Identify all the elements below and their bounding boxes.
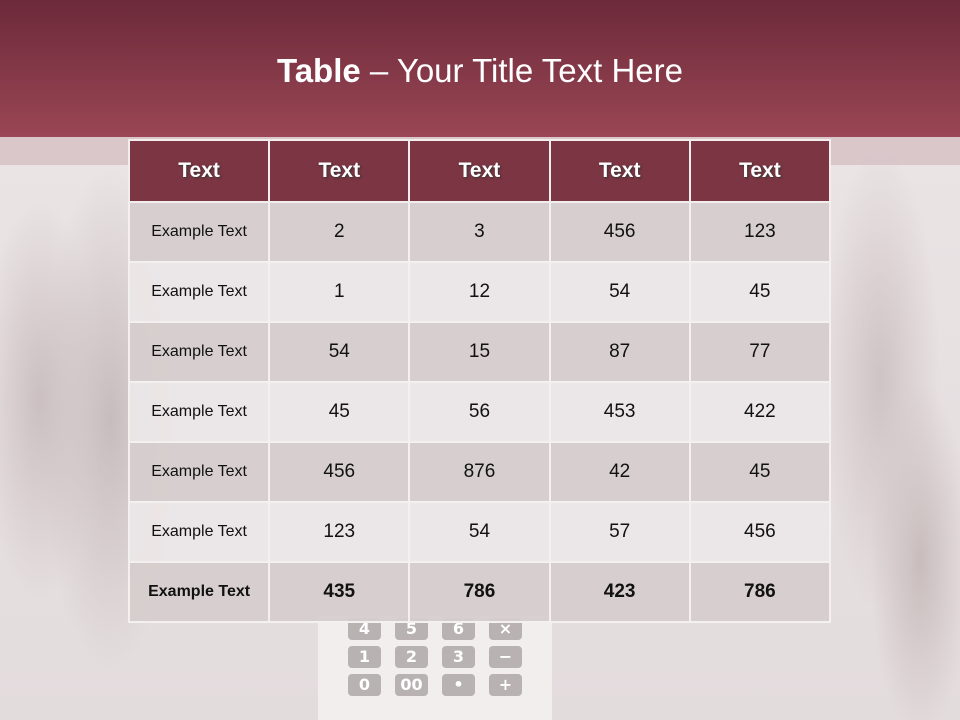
table-cell: 876 bbox=[408, 441, 551, 503]
column-header: Text bbox=[688, 139, 832, 203]
table-cell: 123 bbox=[268, 501, 411, 563]
table-cell: 435 bbox=[268, 561, 411, 623]
table-cell: 45 bbox=[688, 261, 832, 323]
data-table: Text Text Text Text Text Example Text 2 3 456 12… bbox=[127, 139, 832, 623]
calc-key: 3 bbox=[442, 646, 475, 668]
calculator-keys: 4 5 6 × 1 2 3 − 0 00 • + bbox=[348, 618, 522, 696]
table-cell: 423 bbox=[548, 561, 691, 623]
row-label: Example Text bbox=[127, 561, 271, 623]
slide-title: Table – Your Title Text Here bbox=[0, 52, 960, 90]
table-cell: 87 bbox=[548, 321, 691, 383]
row-label: Example Text bbox=[127, 381, 271, 443]
row-label: Example Text bbox=[127, 321, 271, 383]
table-cell: 45 bbox=[688, 441, 832, 503]
table-cell: 2 bbox=[268, 201, 411, 263]
row-label: Example Text bbox=[127, 441, 271, 503]
header-row: Text Text Text Text Text bbox=[127, 139, 832, 203]
column-header: Text bbox=[268, 139, 411, 203]
table-cell: 15 bbox=[408, 321, 551, 383]
column-header: Text bbox=[548, 139, 691, 203]
table-row: Example Text 54 15 87 77 bbox=[127, 321, 832, 383]
table-cell: 786 bbox=[688, 561, 832, 623]
table-cell: 42 bbox=[548, 441, 691, 503]
column-header: Text bbox=[127, 139, 271, 203]
row-label: Example Text bbox=[127, 201, 271, 263]
table-cell: 57 bbox=[548, 501, 691, 563]
calc-key: 2 bbox=[395, 646, 428, 668]
table-cell: 12 bbox=[408, 261, 551, 323]
table-row: Example Text 456 876 42 45 bbox=[127, 441, 832, 503]
calc-key: 6 bbox=[442, 618, 475, 640]
calc-key: 4 bbox=[348, 618, 381, 640]
row-label: Example Text bbox=[127, 261, 271, 323]
table-cell: 54 bbox=[408, 501, 551, 563]
calc-key: 1 bbox=[348, 646, 381, 668]
title-banner bbox=[0, 0, 960, 137]
title-rest: – Your Title Text Here bbox=[360, 52, 683, 89]
table-cell: 3 bbox=[408, 201, 551, 263]
calc-key: 5 bbox=[395, 618, 428, 640]
calc-key: • bbox=[442, 674, 475, 696]
table-cell: 1 bbox=[268, 261, 411, 323]
table-cell: 54 bbox=[548, 261, 691, 323]
table-cell: 123 bbox=[688, 201, 832, 263]
table-row: Example Text 45 56 453 422 bbox=[127, 381, 832, 443]
calc-key: − bbox=[489, 646, 522, 668]
table-cell: 456 bbox=[688, 501, 832, 563]
table-cell: 456 bbox=[548, 201, 691, 263]
table-row: Example Text 123 54 57 456 bbox=[127, 501, 832, 563]
table-cell: 453 bbox=[548, 381, 691, 443]
table-cell: 54 bbox=[268, 321, 411, 383]
table-cell: 422 bbox=[688, 381, 832, 443]
table-cell: 786 bbox=[408, 561, 551, 623]
table-cell: 77 bbox=[688, 321, 832, 383]
column-header: Text bbox=[408, 139, 551, 203]
table-row: Example Text 435 786 423 786 bbox=[127, 561, 832, 623]
table-row: Example Text 1 12 54 45 bbox=[127, 261, 832, 323]
calc-key: + bbox=[489, 674, 522, 696]
table-cell: 45 bbox=[268, 381, 411, 443]
table-cell: 56 bbox=[408, 381, 551, 443]
calc-key: 00 bbox=[395, 674, 428, 696]
table-row: Example Text 2 3 456 123 bbox=[127, 201, 832, 263]
row-label: Example Text bbox=[127, 501, 271, 563]
calc-key: 0 bbox=[348, 674, 381, 696]
calc-key: × bbox=[489, 618, 522, 640]
title-bold: Table bbox=[277, 52, 361, 89]
table-cell: 456 bbox=[268, 441, 411, 503]
